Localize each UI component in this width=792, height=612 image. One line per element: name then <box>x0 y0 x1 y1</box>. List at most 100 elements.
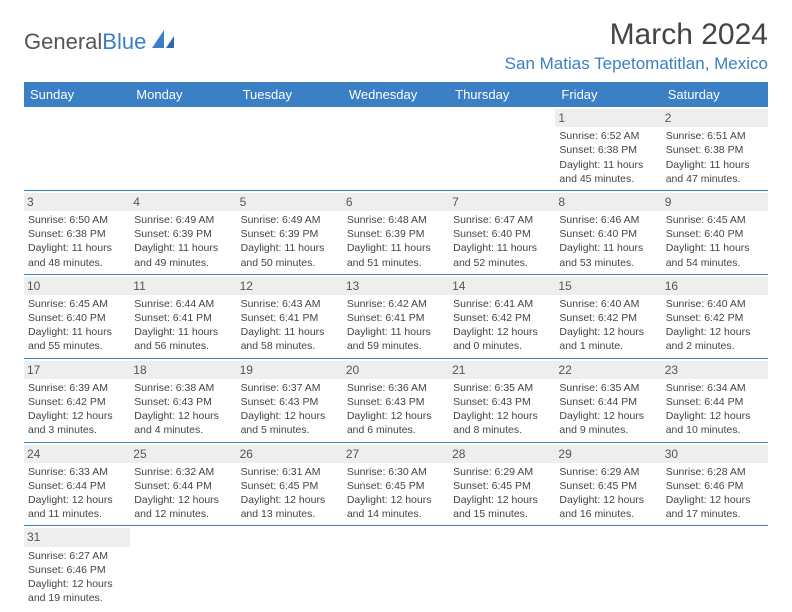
calendar-day-cell: 9Sunrise: 6:45 AMSunset: 6:40 PMDaylight… <box>662 190 768 274</box>
calendar-day-cell: 3Sunrise: 6:50 AMSunset: 6:38 PMDaylight… <box>24 190 130 274</box>
sunrise-line: Sunrise: 6:38 AM <box>134 381 232 395</box>
sunset-line: Sunset: 6:43 PM <box>241 395 339 409</box>
day-number: 24 <box>24 445 130 463</box>
daylight-line: Daylight: 12 hours and 17 minutes. <box>666 493 764 521</box>
daylight-line: Daylight: 12 hours and 13 minutes. <box>241 493 339 521</box>
sunrise-line: Sunrise: 6:49 AM <box>241 213 339 227</box>
sunset-line: Sunset: 6:42 PM <box>559 311 657 325</box>
sunrise-line: Sunrise: 6:45 AM <box>666 213 764 227</box>
calendar-day-cell: 30Sunrise: 6:28 AMSunset: 6:46 PMDayligh… <box>662 442 768 526</box>
location: San Matias Tepetomatitlan, Mexico <box>505 54 768 74</box>
calendar-day-cell <box>662 526 768 609</box>
sunrise-line: Sunrise: 6:45 AM <box>28 297 126 311</box>
calendar-day-cell: 5Sunrise: 6:49 AMSunset: 6:39 PMDaylight… <box>237 190 343 274</box>
logo-text-1: General <box>24 29 102 55</box>
daylight-line: Daylight: 11 hours and 54 minutes. <box>666 241 764 269</box>
day-number: 26 <box>237 445 343 463</box>
calendar-day-cell: 20Sunrise: 6:36 AMSunset: 6:43 PMDayligh… <box>343 358 449 442</box>
day-number: 7 <box>449 193 555 211</box>
sunset-line: Sunset: 6:45 PM <box>453 479 551 493</box>
calendar-day-cell: 19Sunrise: 6:37 AMSunset: 6:43 PMDayligh… <box>237 358 343 442</box>
sunset-line: Sunset: 6:39 PM <box>134 227 232 241</box>
header: GeneralBlue March 2024 San Matias Tepeto… <box>24 18 768 74</box>
sunset-line: Sunset: 6:38 PM <box>666 143 764 157</box>
sunset-line: Sunset: 6:44 PM <box>666 395 764 409</box>
calendar-week-row: 1Sunrise: 6:52 AMSunset: 6:38 PMDaylight… <box>24 107 768 190</box>
sunrise-line: Sunrise: 6:27 AM <box>28 549 126 563</box>
weekday-header-row: Sunday Monday Tuesday Wednesday Thursday… <box>24 82 768 107</box>
calendar-day-cell <box>343 526 449 609</box>
day-number: 18 <box>130 361 236 379</box>
daylight-line: Daylight: 11 hours and 45 minutes. <box>559 158 657 186</box>
daylight-line: Daylight: 12 hours and 10 minutes. <box>666 409 764 437</box>
day-number: 3 <box>24 193 130 211</box>
sunrise-line: Sunrise: 6:43 AM <box>241 297 339 311</box>
calendar-day-cell: 4Sunrise: 6:49 AMSunset: 6:39 PMDaylight… <box>130 190 236 274</box>
daylight-line: Daylight: 11 hours and 53 minutes. <box>559 241 657 269</box>
calendar-day-cell: 27Sunrise: 6:30 AMSunset: 6:45 PMDayligh… <box>343 442 449 526</box>
sunset-line: Sunset: 6:46 PM <box>666 479 764 493</box>
daylight-line: Daylight: 11 hours and 52 minutes. <box>453 241 551 269</box>
sunset-line: Sunset: 6:45 PM <box>241 479 339 493</box>
sunset-line: Sunset: 6:38 PM <box>28 227 126 241</box>
calendar-week-row: 3Sunrise: 6:50 AMSunset: 6:38 PMDaylight… <box>24 190 768 274</box>
daylight-line: Daylight: 12 hours and 9 minutes. <box>559 409 657 437</box>
day-number: 29 <box>555 445 661 463</box>
sunset-line: Sunset: 6:44 PM <box>559 395 657 409</box>
sunrise-line: Sunrise: 6:33 AM <box>28 465 126 479</box>
sunset-line: Sunset: 6:42 PM <box>28 395 126 409</box>
daylight-line: Daylight: 11 hours and 51 minutes. <box>347 241 445 269</box>
daylight-line: Daylight: 12 hours and 0 minutes. <box>453 325 551 353</box>
calendar-day-cell: 6Sunrise: 6:48 AMSunset: 6:39 PMDaylight… <box>343 190 449 274</box>
sunset-line: Sunset: 6:41 PM <box>134 311 232 325</box>
day-number: 16 <box>662 277 768 295</box>
day-number: 1 <box>555 109 661 127</box>
calendar-day-cell: 15Sunrise: 6:40 AMSunset: 6:42 PMDayligh… <box>555 274 661 358</box>
sunset-line: Sunset: 6:46 PM <box>28 563 126 577</box>
day-number: 22 <box>555 361 661 379</box>
day-number: 19 <box>237 361 343 379</box>
calendar-day-cell: 16Sunrise: 6:40 AMSunset: 6:42 PMDayligh… <box>662 274 768 358</box>
day-number: 2 <box>662 109 768 127</box>
sunrise-line: Sunrise: 6:35 AM <box>453 381 551 395</box>
calendar-day-cell <box>449 107 555 190</box>
day-number: 30 <box>662 445 768 463</box>
sunrise-line: Sunrise: 6:35 AM <box>559 381 657 395</box>
weekday-header: Saturday <box>662 82 768 107</box>
sunset-line: Sunset: 6:43 PM <box>134 395 232 409</box>
daylight-line: Daylight: 11 hours and 59 minutes. <box>347 325 445 353</box>
calendar-day-cell: 2Sunrise: 6:51 AMSunset: 6:38 PMDaylight… <box>662 107 768 190</box>
day-number: 5 <box>237 193 343 211</box>
sunrise-line: Sunrise: 6:29 AM <box>559 465 657 479</box>
daylight-line: Daylight: 12 hours and 3 minutes. <box>28 409 126 437</box>
daylight-line: Daylight: 12 hours and 11 minutes. <box>28 493 126 521</box>
calendar-day-cell: 12Sunrise: 6:43 AMSunset: 6:41 PMDayligh… <box>237 274 343 358</box>
sunrise-line: Sunrise: 6:34 AM <box>666 381 764 395</box>
daylight-line: Daylight: 11 hours and 49 minutes. <box>134 241 232 269</box>
weekday-header: Wednesday <box>343 82 449 107</box>
logo: GeneralBlue <box>24 28 176 56</box>
sunset-line: Sunset: 6:45 PM <box>347 479 445 493</box>
calendar-day-cell: 28Sunrise: 6:29 AMSunset: 6:45 PMDayligh… <box>449 442 555 526</box>
sunrise-line: Sunrise: 6:40 AM <box>559 297 657 311</box>
logo-sail-icon <box>150 28 176 56</box>
sunset-line: Sunset: 6:41 PM <box>347 311 445 325</box>
calendar-day-cell: 23Sunrise: 6:34 AMSunset: 6:44 PMDayligh… <box>662 358 768 442</box>
sunset-line: Sunset: 6:43 PM <box>453 395 551 409</box>
day-number: 27 <box>343 445 449 463</box>
calendar-day-cell <box>237 526 343 609</box>
sunrise-line: Sunrise: 6:52 AM <box>559 129 657 143</box>
day-number: 31 <box>24 528 130 546</box>
daylight-line: Daylight: 11 hours and 58 minutes. <box>241 325 339 353</box>
day-number: 9 <box>662 193 768 211</box>
sunset-line: Sunset: 6:44 PM <box>134 479 232 493</box>
daylight-line: Daylight: 12 hours and 4 minutes. <box>134 409 232 437</box>
sunset-line: Sunset: 6:38 PM <box>559 143 657 157</box>
sunrise-line: Sunrise: 6:30 AM <box>347 465 445 479</box>
calendar-day-cell: 13Sunrise: 6:42 AMSunset: 6:41 PMDayligh… <box>343 274 449 358</box>
day-number: 14 <box>449 277 555 295</box>
daylight-line: Daylight: 12 hours and 5 minutes. <box>241 409 339 437</box>
calendar-week-row: 24 Sunrise: 6:33 AM Sunset: 6:44 PM Dayligh… <box>24 442 768 526</box>
day-number: 6 <box>343 193 449 211</box>
weekday-header: Tuesday <box>237 82 343 107</box>
